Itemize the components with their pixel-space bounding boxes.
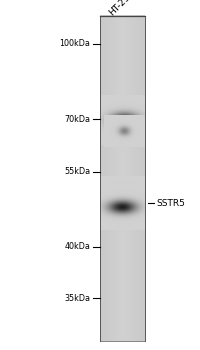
Text: 40kDa: 40kDa <box>64 242 90 251</box>
Text: 70kDa: 70kDa <box>64 114 90 124</box>
Text: 35kDa: 35kDa <box>64 294 90 303</box>
Text: SSTR5: SSTR5 <box>156 198 185 208</box>
Text: 100kDa: 100kDa <box>59 39 90 48</box>
Text: HT-29: HT-29 <box>107 0 131 18</box>
Text: 55kDa: 55kDa <box>64 167 90 176</box>
